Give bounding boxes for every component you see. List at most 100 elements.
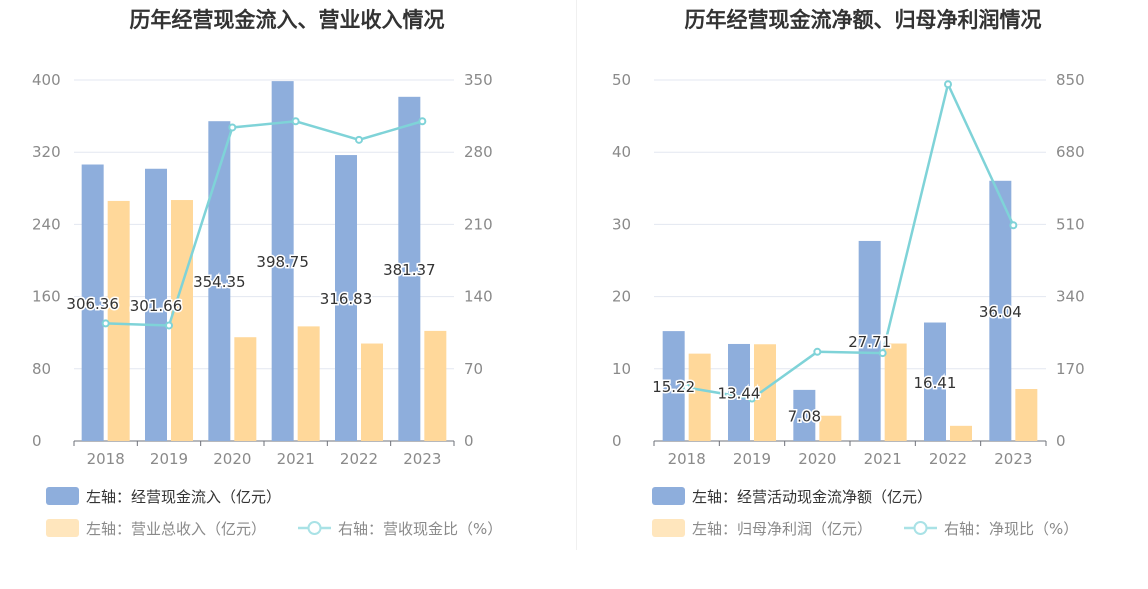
line-point bbox=[813, 347, 822, 356]
bar bbox=[271, 81, 294, 442]
y-right-tick-label: 0 bbox=[1056, 432, 1066, 450]
y-left-tick-label: 0 bbox=[32, 432, 42, 450]
line-point bbox=[165, 321, 173, 330]
line-point bbox=[944, 80, 952, 89]
bar bbox=[662, 331, 685, 441]
bar bbox=[728, 343, 750, 441]
series-line bbox=[105, 119, 423, 327]
bar bbox=[398, 96, 421, 442]
bar-value-label: 301.66 bbox=[130, 297, 183, 315]
bar bbox=[819, 415, 842, 441]
y-right-tick-label: 140 bbox=[464, 288, 493, 306]
line-point bbox=[418, 117, 427, 126]
bar-value-label: 354.35 bbox=[193, 273, 246, 291]
bar bbox=[1015, 389, 1038, 441]
chart-svg-right: 0 0 10 170 20 340 30 510 40 680 50 850 2018 2019 2020 2… bbox=[612, 71, 1085, 538]
panel-divider bbox=[576, 0, 577, 550]
bar bbox=[297, 326, 320, 441]
bar-value-label: 16.41 bbox=[914, 374, 957, 392]
legend-swatch bbox=[652, 487, 685, 505]
x-tick-label: 2019 bbox=[733, 450, 771, 468]
y-right-tick-label: 680 bbox=[1056, 143, 1085, 161]
line-point bbox=[101, 319, 110, 328]
bar bbox=[234, 337, 257, 441]
bar bbox=[424, 330, 447, 441]
y-left-tick-label: 10 bbox=[612, 360, 631, 378]
y-right-tick-label: 70 bbox=[464, 360, 483, 378]
bar-value-label: 316.83 bbox=[320, 290, 373, 308]
x-tick-label: 2021 bbox=[277, 450, 315, 468]
x-tick-label: 2019 bbox=[150, 450, 188, 468]
legend-line-marker bbox=[913, 521, 928, 535]
legend-label: 左轴：营业总收入（亿元） bbox=[86, 520, 266, 538]
x-tick-label: 2023 bbox=[994, 450, 1032, 468]
x-tick-label: 2022 bbox=[340, 450, 378, 468]
bar bbox=[361, 343, 383, 441]
legend-label: 左轴：经营现金流入（亿元） bbox=[86, 488, 281, 506]
bar bbox=[924, 322, 946, 441]
legend-label: 右轴：营收现金比（%） bbox=[338, 520, 502, 538]
x-tick-label: 2022 bbox=[929, 450, 967, 468]
y-left-tick-label: 30 bbox=[612, 215, 631, 233]
bar bbox=[81, 164, 104, 441]
bar bbox=[884, 343, 907, 441]
line-point bbox=[1009, 221, 1018, 230]
legend-swatch bbox=[46, 487, 79, 505]
y-right-tick-label: 340 bbox=[1056, 288, 1085, 306]
bar bbox=[335, 155, 357, 442]
bar bbox=[208, 121, 231, 441]
bar bbox=[858, 240, 881, 441]
legend-swatch bbox=[46, 519, 79, 537]
y-right-tick-label: 170 bbox=[1056, 360, 1085, 378]
x-tick-label: 2023 bbox=[403, 450, 441, 468]
legend-label: 左轴：归母净利润（亿元） bbox=[692, 520, 872, 538]
bar-value-label: 7.08 bbox=[788, 407, 821, 425]
x-tick-label: 2021 bbox=[864, 450, 902, 468]
y-left-tick-label: 20 bbox=[612, 288, 631, 306]
chart-svg-left: 0 0 80 70 160 140 240 210 320 280 400 350 2018 2019 20… bbox=[32, 71, 502, 538]
x-tick-label: 2018 bbox=[87, 450, 125, 468]
y-right-tick-label: 0 bbox=[464, 432, 474, 450]
bar bbox=[145, 168, 167, 442]
series-line bbox=[686, 80, 1015, 400]
y-left-tick-label: 160 bbox=[32, 288, 61, 306]
y-left-tick-label: 240 bbox=[32, 215, 61, 233]
line-point bbox=[682, 383, 691, 392]
bar bbox=[171, 200, 193, 441]
bar-value-label: 15.22 bbox=[652, 378, 695, 396]
bar bbox=[107, 200, 130, 441]
legend-label: 右轴：净现比（%） bbox=[944, 520, 1078, 538]
bar bbox=[688, 353, 711, 441]
bar bbox=[989, 180, 1012, 441]
bar bbox=[950, 425, 972, 441]
bar bbox=[793, 389, 816, 441]
bar bbox=[754, 344, 776, 441]
bar-value-label: 306.36 bbox=[66, 295, 119, 313]
y-left-tick-label: 400 bbox=[32, 71, 61, 89]
chart-panel-left: 历年经营现金流入、营业收入情况 0 0 80 70 160 140 240 210 320 280… bbox=[32, 8, 502, 538]
legend-swatch bbox=[652, 519, 685, 537]
bar-value-label: 381.37 bbox=[383, 261, 436, 279]
chart-title: 历年经营现金流入、营业收入情况 bbox=[129, 8, 445, 32]
y-left-tick-label: 320 bbox=[32, 143, 61, 161]
line-point bbox=[228, 123, 237, 132]
y-right-tick-label: 280 bbox=[464, 143, 493, 161]
legend-label: 左轴：经营活动现金流净额（亿元） bbox=[692, 488, 932, 506]
x-tick-label: 2020 bbox=[798, 450, 836, 468]
y-right-tick-label: 510 bbox=[1056, 215, 1085, 233]
bar-value-label: 398.75 bbox=[256, 253, 309, 271]
bar-value-label: 27.71 bbox=[848, 333, 891, 351]
y-left-tick-label: 80 bbox=[32, 360, 51, 378]
line-point bbox=[878, 349, 887, 358]
y-left-tick-label: 40 bbox=[612, 143, 631, 161]
x-tick-label: 2018 bbox=[668, 450, 706, 468]
line-point bbox=[355, 135, 363, 144]
bar-value-label: 36.04 bbox=[979, 303, 1022, 321]
line-point bbox=[291, 117, 300, 126]
chart-title: 历年经营现金流净额、归母净利润情况 bbox=[684, 8, 1042, 32]
x-tick-label: 2020 bbox=[213, 450, 251, 468]
line-point bbox=[748, 394, 756, 403]
legend-line-marker bbox=[307, 521, 322, 535]
y-left-tick-label: 50 bbox=[612, 71, 631, 89]
y-right-tick-label: 210 bbox=[464, 215, 493, 233]
